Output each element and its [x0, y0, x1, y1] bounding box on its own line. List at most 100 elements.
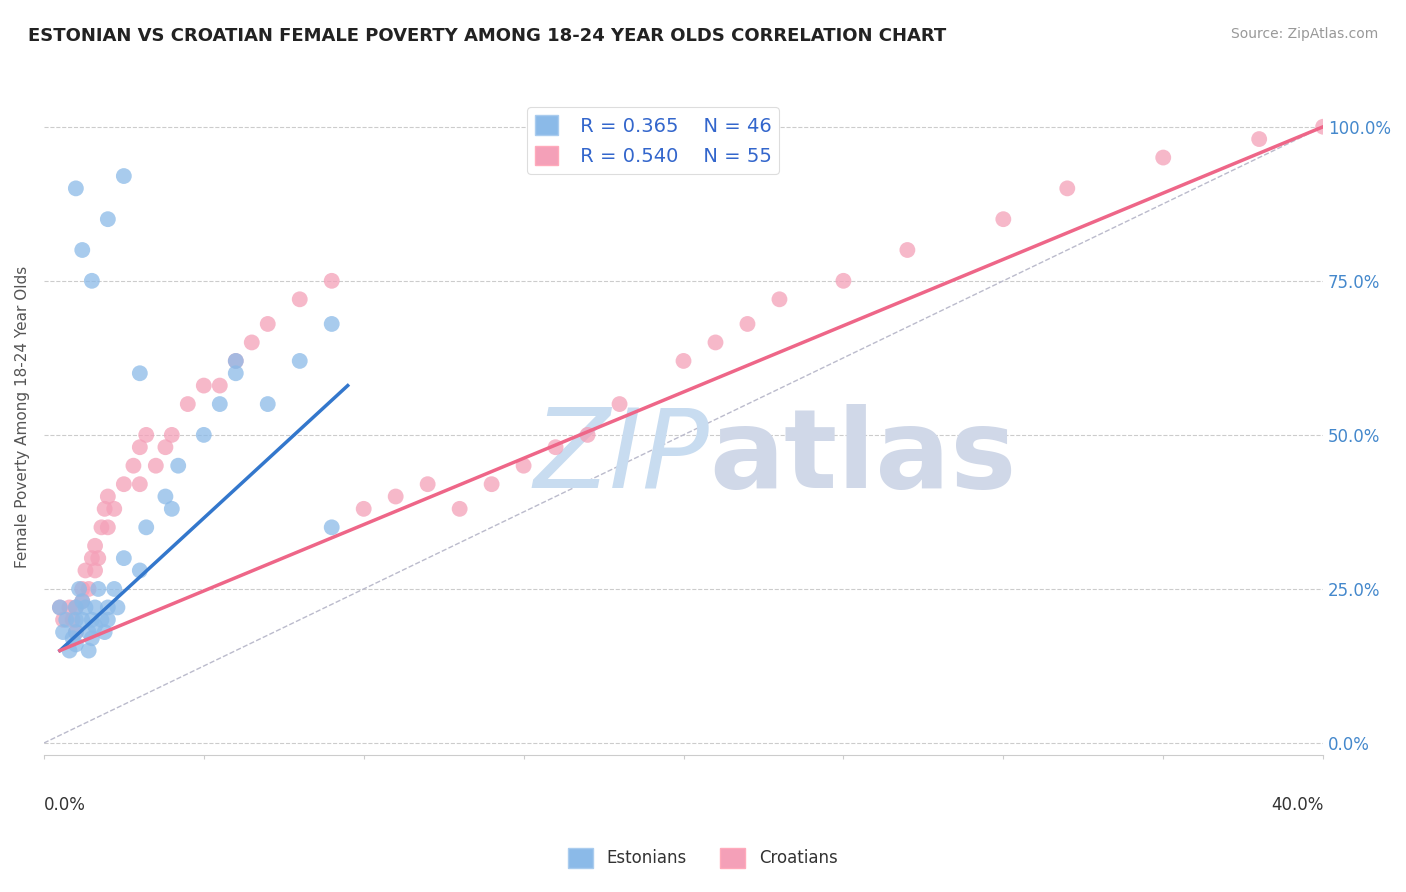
Point [145, 458, 167, 473]
Point [353, 501, 375, 516]
Point [77, 643, 100, 657]
Text: 40.0%: 40.0% [1271, 796, 1323, 814]
Point [288, 293, 311, 307]
Point [80, 551, 103, 566]
Point [90, 520, 112, 534]
Point [65, 637, 87, 651]
Y-axis label: Female Poverty Among 18-24 Year Olds: Female Poverty Among 18-24 Year Olds [15, 265, 30, 567]
Point [576, 428, 599, 442]
Point [512, 458, 534, 473]
Point [167, 458, 190, 473]
Point [55, 613, 77, 627]
Point [1249, 132, 1271, 146]
Point [112, 169, 135, 183]
Point [58, 643, 80, 657]
Point [49, 600, 72, 615]
Point [155, 490, 177, 504]
Point [103, 501, 125, 516]
Point [225, 366, 247, 380]
Point [240, 335, 263, 350]
Point [103, 582, 125, 596]
Point [72, 594, 94, 608]
Point [65, 613, 87, 627]
Legend: Estonians, Croatians: Estonians, Croatians [562, 841, 844, 875]
Point [72, 594, 94, 608]
Legend:  R = 0.365    N = 46,  R = 0.540    N = 55: R = 0.365 N = 46, R = 0.540 N = 55 [527, 108, 779, 174]
Point [75, 600, 97, 615]
Point [93, 501, 115, 516]
Point [122, 458, 145, 473]
Point [155, 440, 177, 454]
Point [1312, 120, 1334, 134]
Point [704, 335, 727, 350]
Point [384, 490, 406, 504]
Point [97, 490, 120, 504]
Point [225, 354, 247, 368]
Point [177, 397, 200, 411]
Point [321, 520, 343, 534]
Point [128, 440, 150, 454]
Point [544, 440, 567, 454]
Point [65, 181, 87, 195]
Point [84, 539, 107, 553]
Point [193, 378, 215, 392]
Text: 0.0%: 0.0% [44, 796, 86, 814]
Point [87, 551, 110, 566]
Point [208, 378, 231, 392]
Point [97, 613, 120, 627]
Point [62, 632, 84, 646]
Point [609, 397, 631, 411]
Point [87, 582, 110, 596]
Point [84, 600, 107, 615]
Point [52, 613, 75, 627]
Point [49, 600, 72, 615]
Point [75, 564, 97, 578]
Point [672, 354, 695, 368]
Point [160, 501, 183, 516]
Point [135, 520, 157, 534]
Point [256, 317, 278, 331]
Point [84, 564, 107, 578]
Point [72, 582, 94, 596]
Point [65, 625, 87, 640]
Point [97, 520, 120, 534]
Point [77, 625, 100, 640]
Point [112, 477, 135, 491]
Point [90, 613, 112, 627]
Point [449, 501, 471, 516]
Point [1056, 181, 1078, 195]
Point [77, 582, 100, 596]
Text: ESTONIAN VS CROATIAN FEMALE POVERTY AMONG 18-24 YEAR OLDS CORRELATION CHART: ESTONIAN VS CROATIAN FEMALE POVERTY AMON… [28, 27, 946, 45]
Point [321, 274, 343, 288]
Point [481, 477, 503, 491]
Point [160, 428, 183, 442]
Point [128, 477, 150, 491]
Point [128, 564, 150, 578]
Point [72, 243, 94, 257]
Point [832, 274, 855, 288]
Point [896, 243, 918, 257]
Point [84, 619, 107, 633]
Point [135, 428, 157, 442]
Text: Source: ZipAtlas.com: Source: ZipAtlas.com [1230, 27, 1378, 41]
Point [288, 354, 311, 368]
Point [208, 397, 231, 411]
Point [225, 354, 247, 368]
Point [65, 600, 87, 615]
Point [768, 293, 790, 307]
Point [128, 366, 150, 380]
Point [112, 551, 135, 566]
Point [67, 582, 90, 596]
Point [80, 274, 103, 288]
Point [72, 613, 94, 627]
Point [80, 613, 103, 627]
Point [58, 600, 80, 615]
Point [321, 317, 343, 331]
Point [193, 428, 215, 442]
Point [993, 212, 1015, 227]
Point [65, 600, 87, 615]
Text: atlas: atlas [709, 403, 1017, 510]
Text: ZIP: ZIP [533, 403, 709, 510]
Point [416, 477, 439, 491]
Point [62, 613, 84, 627]
